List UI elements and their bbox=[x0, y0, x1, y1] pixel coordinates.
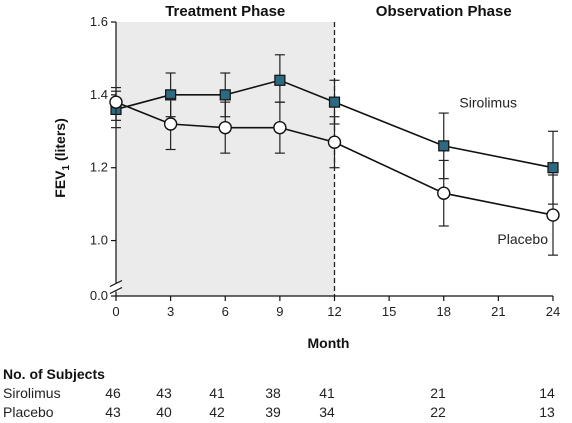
y-tick-label: 1.0 bbox=[90, 233, 108, 248]
y-tick-label: 0.0 bbox=[90, 288, 108, 303]
sirolimus-label: Sirolimus bbox=[459, 95, 517, 111]
subjects-title: No. of Subjects bbox=[3, 366, 105, 382]
sirolimus-point bbox=[328, 96, 341, 108]
sirolimus-point bbox=[547, 162, 559, 174]
subjects-count: 13 bbox=[539, 404, 555, 420]
y-axis-break-mark bbox=[109, 279, 123, 295]
axis-break-line bbox=[109, 286, 123, 295]
x-tick-label: 18 bbox=[437, 304, 451, 319]
subjects-count: 43 bbox=[105, 404, 121, 420]
x-axis-ticks: 0 3 6 9 12 15 18 21 24 bbox=[112, 296, 560, 319]
x-tick-label: 3 bbox=[167, 304, 174, 319]
subjects-count: 21 bbox=[430, 385, 446, 401]
subjects-count: 34 bbox=[319, 404, 335, 420]
x-tick-label: 0 bbox=[112, 304, 119, 319]
placebo-point bbox=[437, 186, 451, 200]
subjects-table: No. of Subjects Sirolimus 46 43 41 38 41 21 14 Pl… bbox=[3, 366, 555, 420]
y-tick-label: 1.2 bbox=[90, 160, 108, 175]
placebo-point bbox=[327, 135, 342, 149]
x-tick-label: 24 bbox=[546, 304, 560, 319]
sirolimus-point bbox=[219, 89, 231, 101]
x-tick-label: 21 bbox=[491, 304, 505, 319]
subjects-count: 40 bbox=[156, 404, 172, 420]
y-tick-label: 1.4 bbox=[90, 87, 108, 102]
subjects-count: 14 bbox=[539, 385, 555, 401]
x-tick-label: 12 bbox=[327, 304, 341, 319]
subjects-count: 43 bbox=[156, 385, 172, 401]
subjects-count: 39 bbox=[265, 404, 281, 420]
sirolimus-point bbox=[274, 74, 286, 86]
phase-label-0: Treatment Phase bbox=[165, 3, 285, 20]
phase-labels: Treatment Phase Observation Phase bbox=[165, 3, 511, 20]
data-series: Sirolimus Placebo bbox=[109, 54, 560, 256]
placebo-point bbox=[218, 120, 232, 135]
placebo-label: Placebo bbox=[497, 231, 548, 247]
subjects-row-label: Placebo bbox=[3, 404, 54, 420]
axis-break-gap bbox=[112, 283, 120, 292]
subjects-count: 41 bbox=[209, 385, 225, 401]
subjects-row-label: Sirolimus bbox=[3, 385, 61, 401]
x-tick-label: 6 bbox=[222, 304, 229, 319]
placebo-point bbox=[546, 208, 560, 222]
y-axis-ticks: 0.0 1.0 1.2 1.4 1.6 bbox=[90, 14, 116, 303]
subjects-count: 22 bbox=[430, 404, 446, 420]
subjects-count: 41 bbox=[319, 385, 335, 401]
placebo-point bbox=[273, 120, 287, 135]
axis-break-line bbox=[109, 279, 123, 288]
subjects-count: 42 bbox=[209, 404, 225, 420]
phase-label-1: Observation Phase bbox=[376, 3, 512, 20]
sirolimus-point bbox=[438, 140, 450, 152]
subjects-count: 38 bbox=[265, 385, 281, 401]
x-tick-label: 9 bbox=[276, 304, 283, 319]
placebo-series bbox=[109, 86, 560, 256]
y-axis-title: FEV1 (liters) bbox=[52, 118, 72, 197]
treatment-phase-shading bbox=[116, 22, 335, 296]
x-axis-title: Month bbox=[308, 335, 350, 351]
placebo-point bbox=[109, 95, 123, 109]
placebo-point bbox=[163, 117, 178, 131]
y-tick-label: 1.6 bbox=[90, 14, 108, 29]
subjects-count: 46 bbox=[105, 385, 121, 401]
x-tick-label: 15 bbox=[382, 304, 396, 319]
